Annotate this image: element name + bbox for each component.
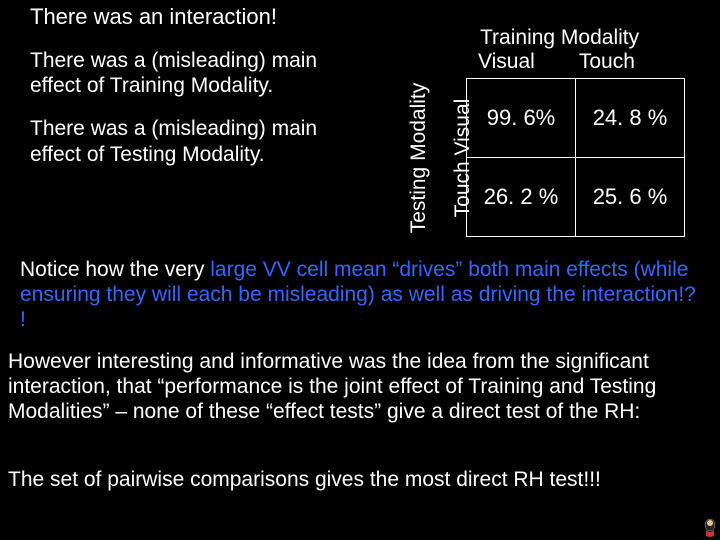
cell-vt: 24. 8 % bbox=[576, 79, 685, 158]
body1-pre: Notice how the very bbox=[20, 258, 210, 281]
table-row: 26. 2 % 25. 6 % bbox=[467, 158, 685, 237]
col-sub-visual: Visual bbox=[478, 50, 573, 74]
body-paragraph-2: However interesting and informative was … bbox=[8, 350, 708, 424]
cell-tt: 25. 6 % bbox=[576, 158, 685, 237]
slide-title: There was an interaction! bbox=[30, 4, 277, 30]
table-col-subheaders: Visual Touch bbox=[478, 50, 698, 74]
col-sub-touch: Touch bbox=[579, 50, 674, 74]
body-paragraph-3: The set of pairwise comparisons gives th… bbox=[8, 468, 708, 493]
table-row: 99. 6% 24. 8 % bbox=[467, 79, 685, 158]
table-col-header: Training Modality bbox=[480, 26, 690, 50]
mascot-icon bbox=[702, 518, 718, 538]
left-text-block: There was a (misleading) main effect of … bbox=[30, 48, 370, 185]
data-table: 99. 6% 24. 8 % 26. 2 % 25. 6 % bbox=[466, 78, 685, 237]
left-paragraph-2: There was a (misleading) main effect of … bbox=[30, 116, 370, 166]
table-row-header-wrap: Testing Modality Touch Visual bbox=[384, 78, 466, 234]
cell-vv: 99. 6% bbox=[467, 79, 576, 158]
body-paragraph-1: Notice how the very large VV cell mean “… bbox=[20, 258, 700, 332]
cell-tv: 26. 2 % bbox=[467, 158, 576, 237]
left-paragraph-1: There was a (misleading) main effect of … bbox=[30, 48, 370, 98]
table-row-header: Testing Modality bbox=[407, 73, 431, 243]
